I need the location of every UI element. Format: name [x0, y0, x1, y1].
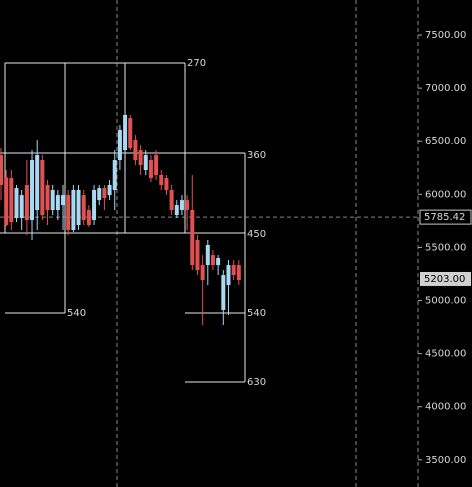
y-tick-label: 5000.00: [425, 296, 466, 307]
candle-body: [133, 140, 138, 161]
candle-body: [169, 189, 174, 211]
gann-grid: 270 360 450 540 540 630: [0, 58, 266, 388]
gann-label: 450: [247, 229, 266, 240]
candle-body: [86, 210, 91, 226]
candle-body: [0, 155, 3, 185]
y-tick-label: 4000.00: [425, 402, 466, 413]
candle-body: [102, 188, 107, 199]
y-tick-label: 4500.00: [425, 349, 466, 360]
candle-body: [159, 175, 164, 185]
candle-body: [50, 189, 55, 211]
candle-body: [30, 160, 35, 221]
candle-body: [210, 255, 215, 266]
candle-body: [226, 265, 231, 286]
candle-body: [221, 275, 226, 310]
candle-body: [97, 188, 102, 201]
candle-body: [107, 184, 112, 196]
gann-label: 540: [67, 308, 86, 319]
candle-body: [123, 115, 128, 151]
candle-body: [190, 210, 195, 266]
candle-body: [128, 118, 133, 149]
candle-body: [66, 195, 71, 231]
candle-body: [138, 150, 143, 166]
gann-label: 630: [247, 377, 266, 388]
gann-label: 360: [247, 150, 266, 161]
candle-body: [195, 239, 200, 271]
y-tick-label: 7500.00: [425, 30, 466, 41]
candle-body: [179, 200, 184, 211]
last-price-box: [420, 271, 471, 286]
candle-body: [185, 200, 190, 211]
y-tick-label: 7000.00: [425, 83, 466, 94]
candle-body: [205, 244, 210, 266]
candle-body: [231, 265, 236, 276]
candle-body: [45, 184, 50, 211]
candle-body: [19, 195, 24, 219]
y-tick-label: 6500.00: [425, 136, 466, 147]
candle-body: [24, 184, 29, 221]
candle-body: [117, 129, 122, 161]
candle-body: [55, 195, 60, 211]
candle-body: [4, 177, 9, 226]
candle-body: [35, 155, 40, 211]
candle-body: [148, 160, 153, 179]
candle-body: [112, 160, 117, 190]
candle-body: [200, 265, 205, 281]
y-tick-label: 3500.00: [425, 455, 466, 466]
candle-body: [14, 188, 19, 219]
gann-label: 270: [187, 58, 206, 69]
y-tick-label: 6000.00: [425, 189, 466, 200]
candle-body: [71, 189, 76, 231]
candle-body: [61, 195, 66, 206]
candle-body: [81, 195, 86, 221]
candle-body: [216, 258, 221, 266]
gann-label: 540: [247, 308, 266, 319]
candle-body: [92, 189, 97, 221]
candle-body: [40, 160, 45, 216]
candle-body: [174, 205, 179, 216]
candle-body: [143, 155, 148, 171]
candle-body: [236, 265, 241, 281]
candle-body: [76, 189, 81, 226]
last-price-label: 5203.00: [424, 274, 465, 285]
candle-body: [164, 178, 169, 190]
candle-body: [154, 155, 159, 176]
crosshair-price-label: 5785.42: [424, 212, 465, 223]
crosshair-price-box: [419, 209, 472, 225]
candle-body: [9, 178, 14, 223]
y-tick-label: 5500.00: [425, 242, 466, 253]
